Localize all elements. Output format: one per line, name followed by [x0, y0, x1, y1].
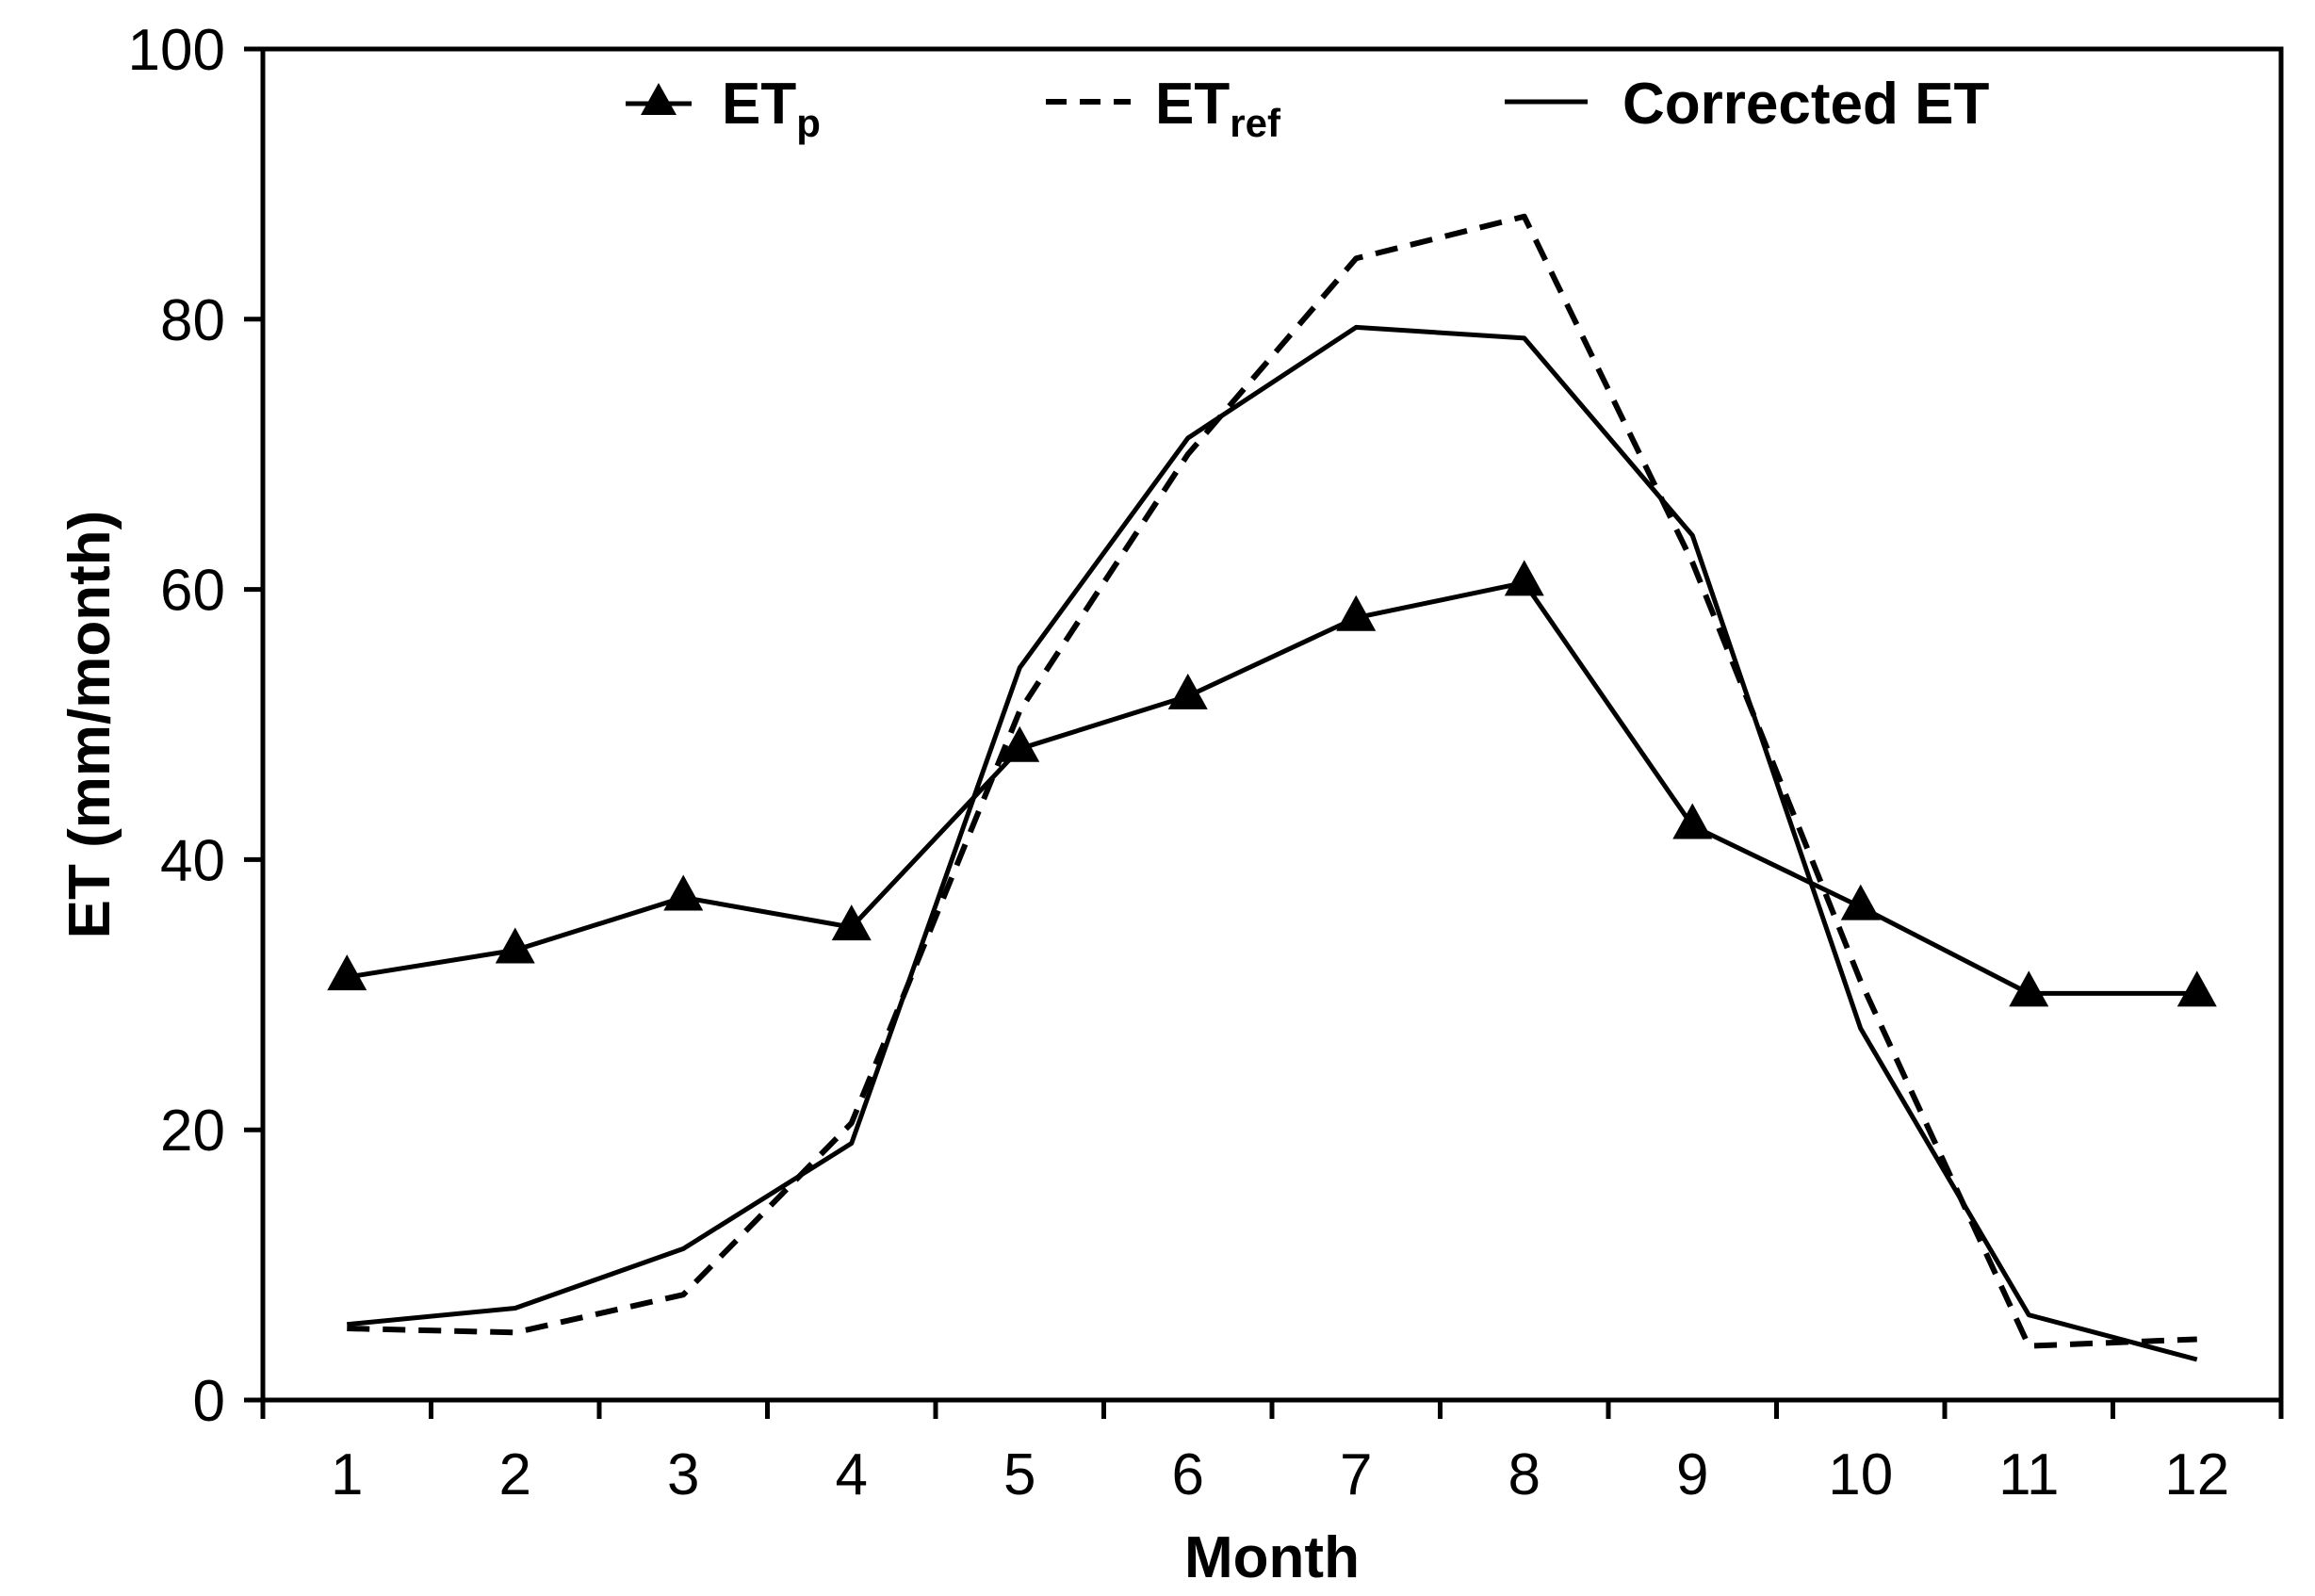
- y-axis: 0 20 40 60 80 100: [128, 18, 263, 1434]
- x-tick-label: 6: [1172, 1442, 1204, 1507]
- plot-frame: [260, 46, 2284, 1403]
- etp-triangle-marker: [327, 954, 367, 991]
- etp-triangle-marker: [663, 874, 704, 911]
- x-tick-label: 12: [2164, 1442, 2229, 1507]
- x-tick-label: 2: [499, 1442, 531, 1507]
- x-tick-label: 7: [1340, 1442, 1372, 1507]
- x-tick-label: 4: [836, 1442, 868, 1507]
- x-tick-label: 5: [1003, 1442, 1035, 1507]
- x-tick-label: 10: [1828, 1442, 1893, 1507]
- y-tick-label: 60: [160, 559, 225, 624]
- x-tick-label: 8: [1508, 1442, 1541, 1507]
- etp-triangle-marker: [2009, 970, 2049, 1007]
- y-tick-label: 40: [160, 828, 225, 893]
- etp-triangle-marker: [2176, 970, 2217, 1007]
- series-line-etref: [347, 213, 2197, 1349]
- series-line-etp: [346, 579, 2197, 996]
- x-tick-label: 1: [331, 1442, 363, 1507]
- x-tick-label: 11: [1998, 1442, 2059, 1507]
- etp-triangle-marker: [831, 904, 872, 941]
- x-tick-label: 3: [667, 1442, 699, 1507]
- legend-label-corrected-et: Corrected ET: [1622, 72, 1989, 137]
- x-axis-title: Month: [1184, 1525, 1360, 1590]
- legend-marker-etp: [641, 83, 677, 115]
- y-tick-label: 0: [193, 1369, 225, 1434]
- etp-triangle-marker: [1672, 803, 1713, 839]
- series-layer: [327, 213, 2217, 1362]
- x-axis: 1 2 3 4 5 6 7 8 9 10 11 12: [260, 1400, 2284, 1507]
- etp-triangle-marker: [1167, 673, 1208, 709]
- etp-triangle-marker: [495, 927, 535, 964]
- etp-triangle-marker: [1840, 884, 1881, 920]
- x-tick-label: 9: [1676, 1442, 1708, 1507]
- legend: ETp ETref Corrected ET: [626, 72, 1989, 145]
- legend-label-etp: ETp: [722, 72, 821, 145]
- y-tick-label: 20: [160, 1099, 225, 1164]
- etp-triangle-marker: [1336, 594, 1377, 631]
- y-tick-label: 100: [128, 18, 225, 83]
- etp-triangle-marker: [1504, 560, 1544, 596]
- y-tick-label: 80: [160, 288, 225, 353]
- series-line-corrected-et: [347, 324, 2198, 1362]
- legend-label-etref: ETref: [1155, 72, 1281, 145]
- y-axis-title: ET (mm/month): [57, 511, 122, 939]
- etp-triangle-marker: [1000, 725, 1040, 762]
